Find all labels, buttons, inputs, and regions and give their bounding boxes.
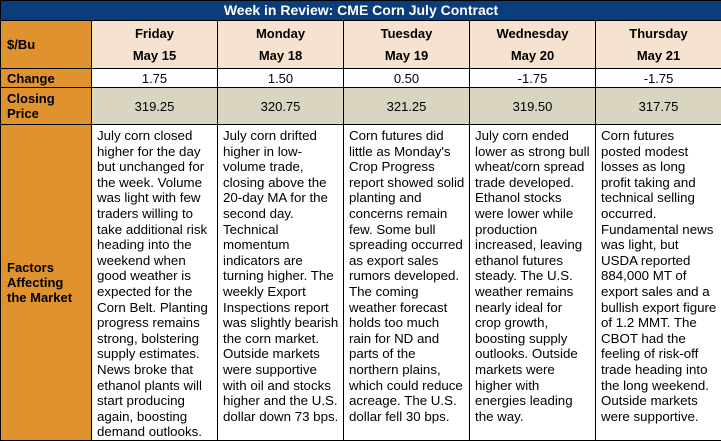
factors-text: July corn ended lower as strong bull whe… xyxy=(470,125,596,441)
day-date: May 21 xyxy=(596,45,721,67)
factors-text: Corn futures did little as Monday's Crop… xyxy=(344,125,470,441)
day-header: Monday May 18 xyxy=(218,21,344,69)
day-name: Wednesday xyxy=(470,23,595,45)
factors-label-line: Factors xyxy=(7,260,54,275)
closing-price-value: 320.75 xyxy=(218,88,344,125)
day-header: Tuesday May 19 xyxy=(344,21,470,69)
factors-label: Factors Affecting the Market xyxy=(1,125,92,441)
closing-label-line: Closing xyxy=(7,91,55,106)
closing-label-line: Price xyxy=(7,106,39,121)
closing-price-value: 317.75 xyxy=(596,88,721,125)
day-date: May 18 xyxy=(218,45,343,67)
change-value: 1.75 xyxy=(92,69,218,88)
closing-price-value: 319.25 xyxy=(92,88,218,125)
change-value: -1.75 xyxy=(470,69,596,88)
day-name: Tuesday xyxy=(344,23,469,45)
day-header: Wednesday May 20 xyxy=(470,21,596,69)
factors-row: Factors Affecting the Market July corn c… xyxy=(1,125,721,441)
day-name: Thursday xyxy=(596,23,721,45)
day-header-row: $/Bu Friday May 15 Monday May 18 Tuesday… xyxy=(1,21,721,69)
day-date: May 15 xyxy=(92,45,217,67)
closing-price-value: 321.25 xyxy=(344,88,470,125)
day-name: Friday xyxy=(92,23,217,45)
title-row: Week in Review: CME Corn July Contract xyxy=(1,1,721,21)
change-label: Change xyxy=(1,69,92,88)
change-value: 1.50 xyxy=(218,69,344,88)
factors-label-line: the Market xyxy=(7,290,72,305)
closing-price-value: 319.50 xyxy=(470,88,596,125)
factors-text: July corn drifted higher in low-volume t… xyxy=(218,125,344,441)
factors-text: Corn futures posted modest losses as lon… xyxy=(596,125,721,441)
day-date: May 20 xyxy=(470,45,595,67)
factors-label-line: Affecting xyxy=(7,275,63,290)
change-row: Change 1.75 1.50 0.50 -1.75 -1.75 xyxy=(1,69,721,88)
closing-price-row: Closing Price 319.25 320.75 321.25 319.5… xyxy=(1,88,721,125)
unit-label: $/Bu xyxy=(1,21,92,69)
change-value: 0.50 xyxy=(344,69,470,88)
factors-text: July corn closed higher for the day but … xyxy=(92,125,218,441)
day-date: May 19 xyxy=(344,45,469,67)
day-header: Friday May 15 xyxy=(92,21,218,69)
table-title: Week in Review: CME Corn July Contract xyxy=(1,1,721,21)
day-name: Monday xyxy=(218,23,343,45)
closing-price-label: Closing Price xyxy=(1,88,92,125)
change-value: -1.75 xyxy=(596,69,721,88)
day-header: Thursday May 21 xyxy=(596,21,721,69)
